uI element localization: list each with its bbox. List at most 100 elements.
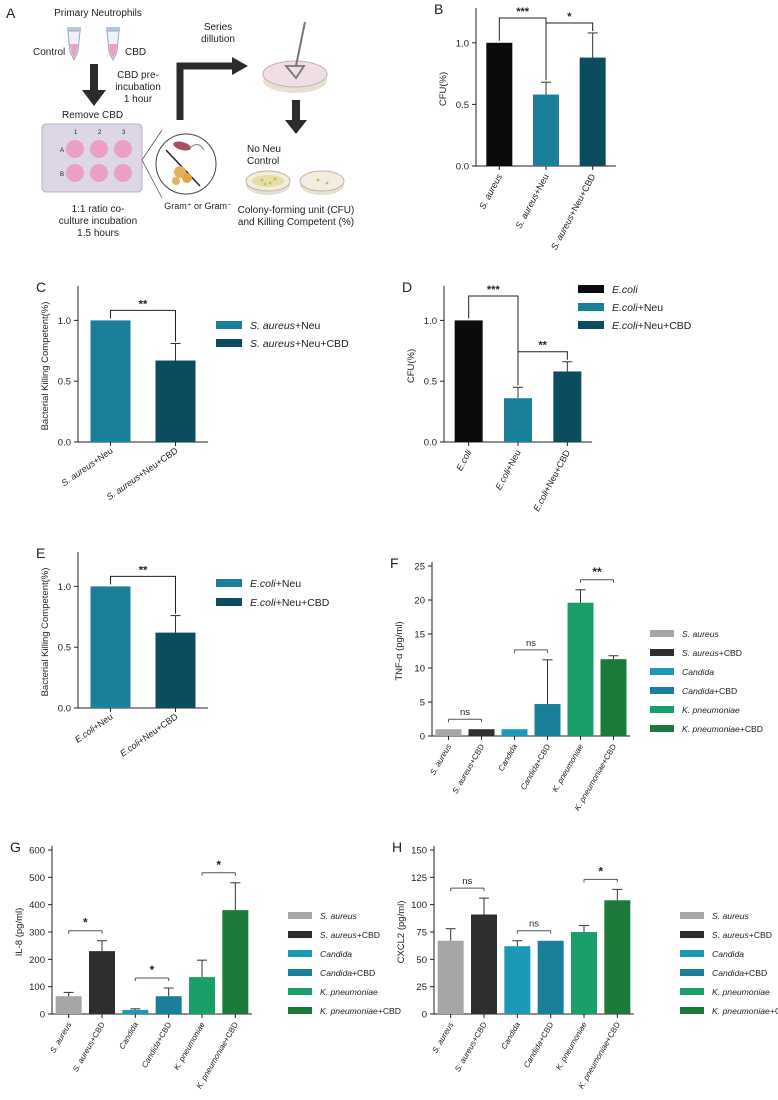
legend-swatch bbox=[216, 598, 242, 606]
legend-label: Candida bbox=[712, 949, 744, 959]
y-tick-label: 0.0 bbox=[58, 704, 71, 715]
noneu-line-1: No Neu bbox=[247, 144, 281, 155]
legend-label: K. pneumoniae+CBD bbox=[320, 1006, 401, 1016]
panel-label: D bbox=[402, 279, 412, 295]
legend-label: S. aureus bbox=[320, 911, 357, 921]
legend-label: E.coli+Neu+CBD bbox=[612, 320, 692, 332]
bar bbox=[155, 996, 182, 1014]
legend-swatch bbox=[680, 988, 704, 995]
legend-swatch bbox=[578, 303, 604, 311]
bar bbox=[471, 914, 497, 1014]
well-plate-icon: 1 2 3 A B bbox=[41, 123, 143, 193]
y-tick-label: 100 bbox=[29, 982, 45, 993]
well-col-1: 1 bbox=[74, 130, 78, 136]
y-tick-label: 25 bbox=[414, 562, 425, 573]
legend-swatch bbox=[650, 725, 674, 732]
y-tick-label: 1.0 bbox=[456, 38, 469, 49]
bar bbox=[122, 1009, 149, 1014]
bar bbox=[155, 632, 196, 708]
y-tick-label: 1.0 bbox=[58, 582, 71, 593]
significance-label: *** bbox=[516, 6, 530, 18]
series-line-1: Series bbox=[204, 22, 232, 33]
y-tick-label: 10 bbox=[414, 664, 425, 675]
y-tick-label: 400 bbox=[29, 900, 45, 911]
y-tick-label: 0.5 bbox=[58, 643, 71, 654]
coculture-line-1: 1:1 ratio co- bbox=[72, 204, 125, 215]
y-tick-label: 0.0 bbox=[456, 162, 469, 173]
bar bbox=[437, 940, 464, 1014]
legend-label: K. pneumoniae+CBD bbox=[682, 724, 763, 734]
legend-label: S. aureus+Neu+CBD bbox=[250, 338, 349, 350]
y-tick-label: 0.5 bbox=[58, 377, 71, 388]
significance-bracket bbox=[517, 351, 568, 386]
legend-label: Candida+CBD bbox=[712, 968, 767, 978]
bar bbox=[534, 704, 561, 736]
y-tick-label: 125 bbox=[411, 873, 427, 884]
legend-label: S. aureus+CBD bbox=[682, 648, 742, 658]
well-row-a: A bbox=[60, 148, 64, 154]
panel-label-a: A bbox=[6, 5, 16, 21]
coculture-line-2: culture incubation bbox=[59, 216, 137, 227]
legend-swatch bbox=[680, 931, 704, 938]
series-line-2: dillution bbox=[201, 34, 235, 45]
significance-bracket bbox=[545, 22, 594, 81]
well-row-b: B bbox=[60, 172, 64, 178]
significance-label: ns bbox=[460, 707, 470, 718]
y-axis-label: IL-8 (pg/ml) bbox=[14, 908, 25, 957]
colony-dish-2-icon bbox=[299, 170, 345, 195]
bar bbox=[533, 94, 559, 166]
legend-label: E.coli+Neu bbox=[612, 302, 663, 314]
panel-label: G bbox=[10, 839, 21, 855]
bar bbox=[189, 977, 215, 1014]
significance-label: ns bbox=[462, 876, 472, 887]
bar bbox=[504, 398, 532, 442]
legend-swatch bbox=[216, 579, 242, 587]
bar bbox=[486, 42, 513, 166]
y-tick-label: 200 bbox=[29, 955, 45, 966]
legend-label: S. aureus+CBD bbox=[320, 930, 380, 940]
cfu-line-2: and Killing Competent (%) bbox=[238, 217, 354, 228]
significance-label: *** bbox=[487, 284, 501, 296]
bar bbox=[155, 360, 196, 442]
panel-label: F bbox=[390, 555, 399, 571]
legend-swatch bbox=[288, 912, 312, 919]
y-axis-label: Bacterial Killing Competent(%) bbox=[40, 568, 51, 697]
legend-swatch bbox=[650, 630, 674, 637]
significance-label: ** bbox=[139, 564, 148, 576]
significance-label: * bbox=[598, 864, 603, 878]
well-col-3: 3 bbox=[122, 130, 126, 136]
y-tick-label: 0.5 bbox=[456, 100, 469, 111]
significance-label: * bbox=[83, 916, 88, 930]
significance-label: * bbox=[567, 11, 572, 23]
legend-label: Candida bbox=[682, 667, 714, 677]
y-tick-label: 75 bbox=[416, 928, 427, 939]
bar bbox=[90, 586, 131, 708]
panel-label: E bbox=[36, 545, 45, 561]
bar bbox=[468, 729, 495, 736]
coculture-line-3: 1.5 hours bbox=[77, 228, 119, 239]
bar bbox=[454, 320, 483, 442]
y-tick-label: 25 bbox=[416, 982, 427, 993]
significance-bracket bbox=[110, 309, 176, 342]
bar bbox=[579, 57, 606, 166]
bar bbox=[567, 602, 594, 736]
legend-label: E.coli bbox=[612, 284, 638, 296]
cbd-label: CBD bbox=[125, 47, 146, 58]
cfu-line-1: Colony-forming unit (CFU) bbox=[238, 205, 355, 216]
control-label: Control bbox=[33, 47, 65, 58]
legend-label: Candida+CBD bbox=[320, 968, 375, 978]
y-tick-label: 100 bbox=[411, 900, 427, 911]
legend-swatch bbox=[680, 969, 704, 976]
y-axis-label: CXCL2 (pg/ml) bbox=[396, 901, 407, 964]
bar bbox=[55, 996, 82, 1014]
y-tick-label: 0 bbox=[40, 1010, 45, 1021]
significance-label: ** bbox=[139, 298, 148, 310]
y-tick-label: 0.5 bbox=[424, 377, 437, 388]
y-tick-label: 1.0 bbox=[58, 316, 71, 327]
spreader-dish-icon bbox=[262, 21, 328, 93]
y-axis-label: TNF-α (pg/ml) bbox=[394, 621, 405, 680]
legend-label: K. pneumoniae bbox=[320, 987, 378, 997]
y-tick-label: 500 bbox=[29, 873, 45, 884]
preincubation-line-2: incubation bbox=[115, 82, 161, 93]
